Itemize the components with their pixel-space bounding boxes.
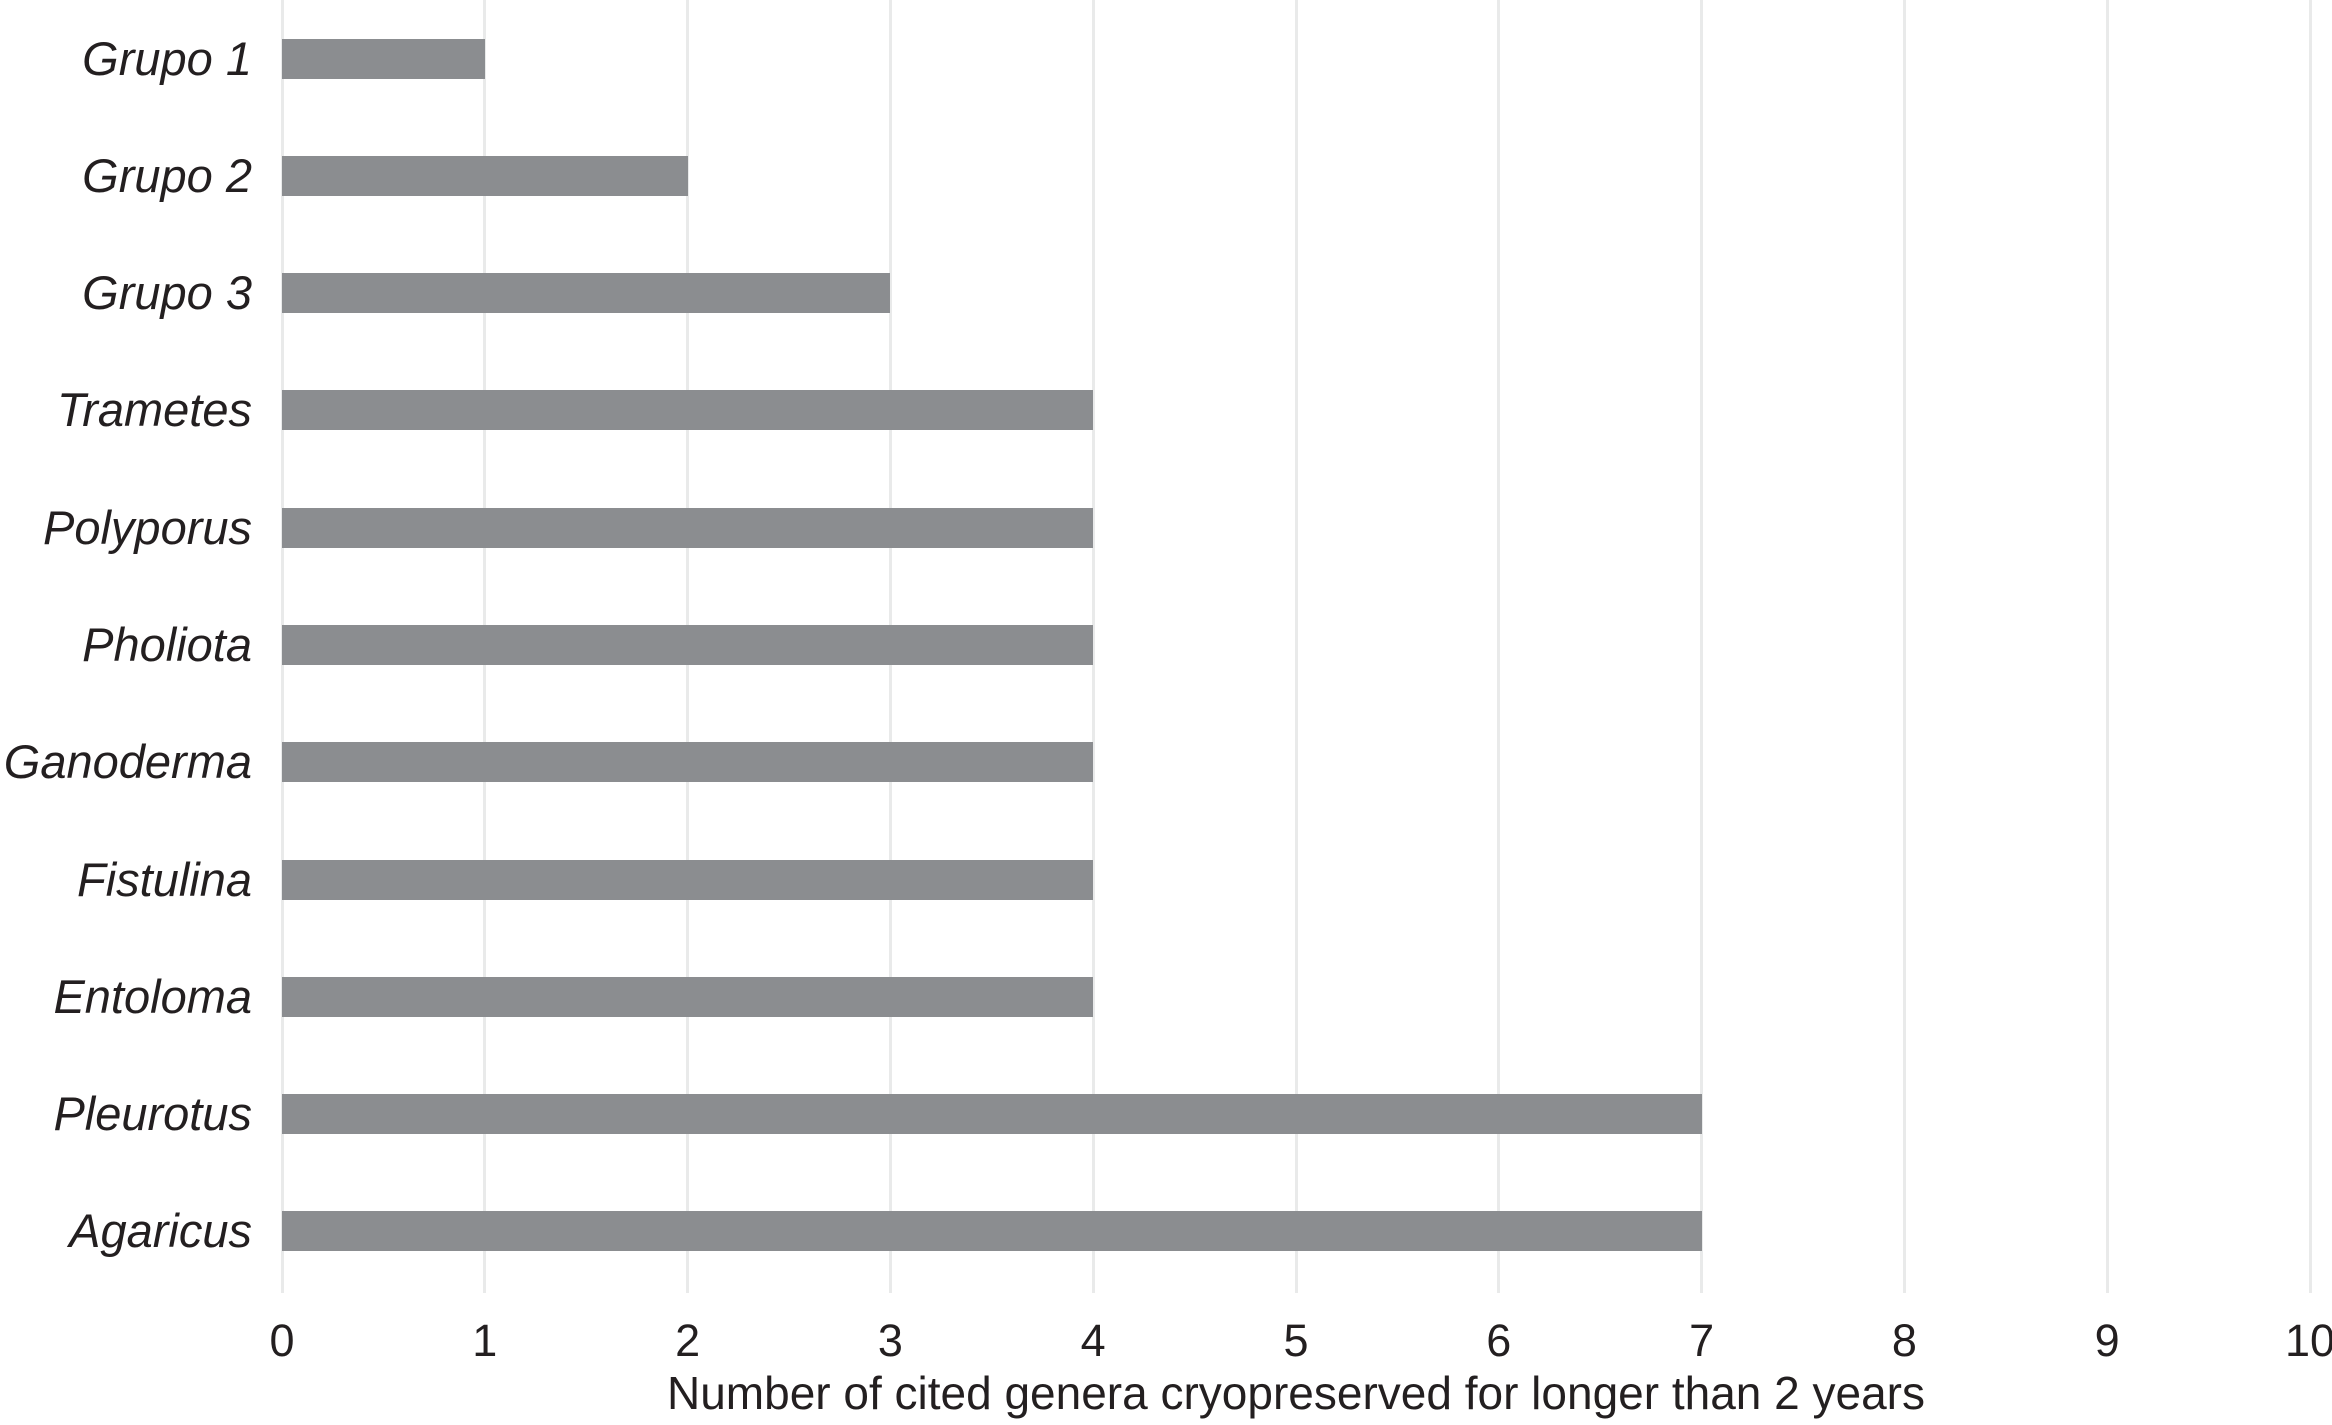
x-axis-title: Number of cited genera cryopreserved for… [667,1367,1925,1419]
x-tick-label-7: 7 [1689,1315,1715,1366]
x-tick-label-5: 5 [1283,1315,1309,1366]
gridline-x-7 [1700,0,1704,1293]
category-label-grupo-1: Grupo 1 [82,31,252,85]
bar-ganoderma [282,742,1094,783]
bar-entoloma [282,976,1094,1017]
gridline-x-6 [1497,0,1501,1293]
bar-trametes [282,390,1094,431]
category-label-grupo-3: Grupo 3 [82,266,252,320]
category-label-entoloma: Entoloma [53,969,252,1023]
category-label-grupo-2: Grupo 2 [82,148,252,202]
bar-fistulina [282,859,1094,900]
x-tick-label-1: 1 [472,1315,498,1366]
bar-grupo-1 [282,38,485,79]
x-tick-label-9: 9 [2094,1315,2120,1366]
bar-grupo-2 [282,155,688,196]
category-label-fistulina: Fistulina [76,852,252,906]
x-tick-label-8: 8 [1891,1315,1917,1366]
gridline-x-9 [2105,0,2109,1293]
gridline-x-5 [1294,0,1298,1293]
x-tick-label-4: 4 [1080,1315,1106,1366]
bar-grupo-3 [282,273,891,314]
bar-pholiota [282,625,1094,665]
category-label-agaricus: Agaricus [69,1204,252,1258]
x-tick-label-3: 3 [877,1315,903,1366]
category-label-pholiota: Pholiota [82,618,252,671]
category-label-polyporus: Polyporus [43,500,252,554]
bar-agaricus [282,1211,1702,1252]
x-tick-label-6: 6 [1486,1315,1512,1366]
gridline-x-10 [2308,0,2312,1293]
bar-polyporus [282,507,1094,548]
bar-pleurotus [282,1094,1702,1135]
x-tick-label-10: 10 [2284,1315,2332,1366]
category-label-ganoderma: Ganoderma [3,735,252,789]
category-label-pleurotus: Pleurotus [53,1087,252,1141]
x-tick-label-0: 0 [269,1315,295,1366]
gridline-x-4 [1091,0,1095,1293]
category-label-trametes: Trametes [57,383,252,437]
gridline-x-8 [1902,0,1906,1293]
x-tick-label-2: 2 [675,1315,701,1366]
